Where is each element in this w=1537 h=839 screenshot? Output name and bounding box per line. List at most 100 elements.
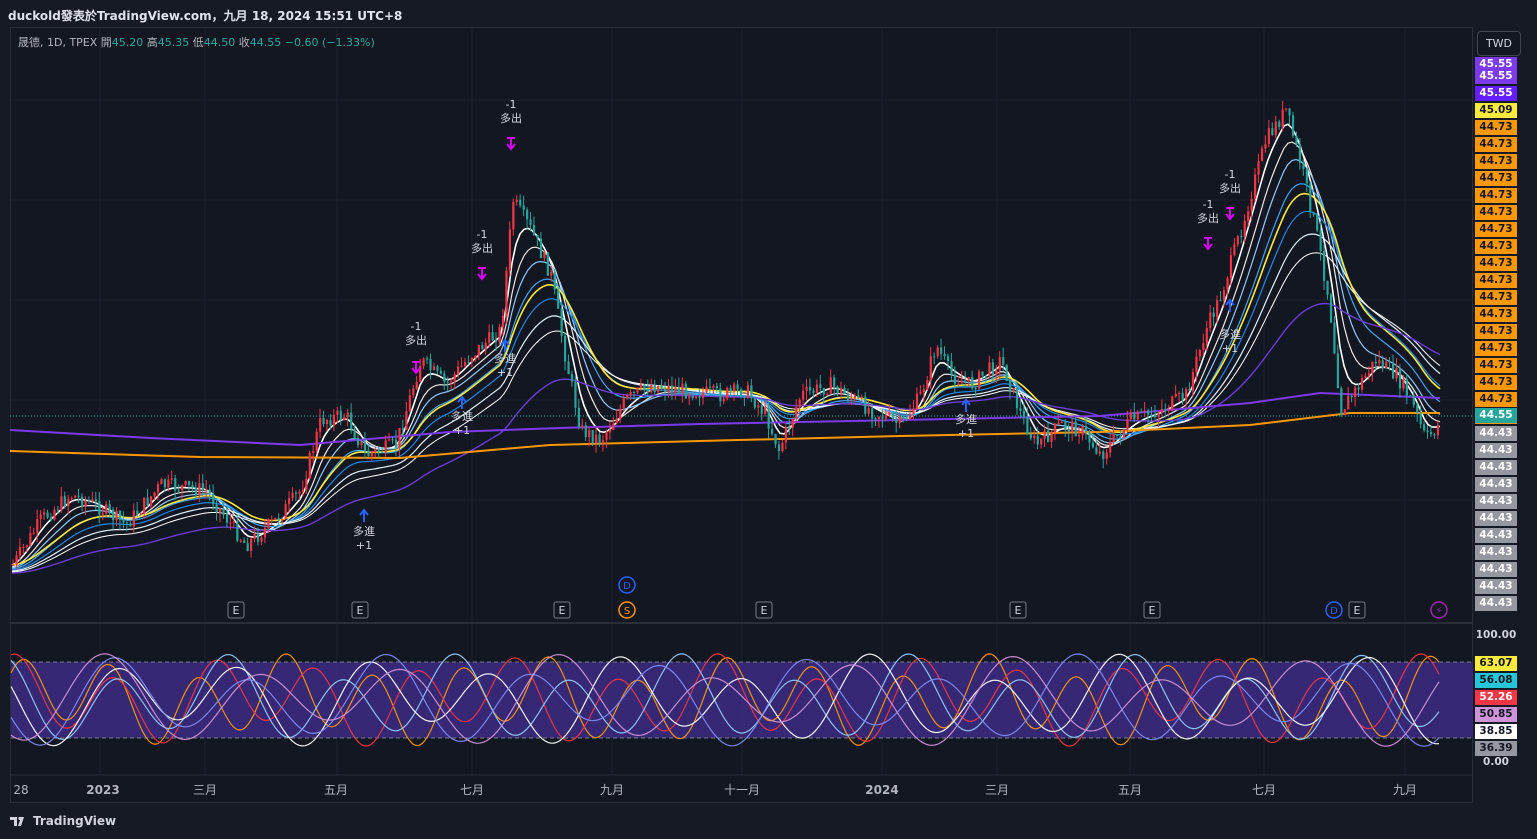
candle-body	[953, 374, 957, 384]
buy-signal-num: +1	[356, 539, 372, 552]
sell-signal-num: -1	[506, 98, 517, 111]
sell-signal-text: 多出	[500, 111, 522, 125]
candle-body	[608, 429, 612, 433]
candle-body	[798, 399, 801, 408]
candle-body	[612, 423, 615, 430]
candle-body	[419, 365, 422, 382]
osc-label-value: 50.85	[1475, 707, 1517, 722]
candle-body	[1150, 414, 1153, 416]
candle-body	[436, 366, 439, 371]
price-label-orange: 44.73	[1475, 375, 1517, 390]
earnings-marker	[351, 601, 369, 619]
candle-body	[270, 519, 273, 521]
x-tick-label: 五月	[324, 783, 348, 797]
candle-body	[681, 383, 684, 393]
candle-body	[222, 508, 225, 515]
candle-body	[394, 439, 398, 448]
candle-body	[1381, 360, 1384, 369]
candle-body	[1392, 362, 1395, 379]
candle-body	[557, 289, 560, 309]
candle-body	[1105, 452, 1108, 459]
price-label-gray: 44.43	[1475, 545, 1517, 560]
candle-body	[36, 518, 39, 533]
osc-label-value: 63.07	[1475, 656, 1517, 671]
candle-body	[1360, 377, 1364, 390]
high-label: 高	[146, 36, 158, 49]
candle-body	[46, 512, 49, 518]
candle-body	[1219, 300, 1222, 302]
earnings-label: E	[761, 604, 768, 617]
ma-line-8	[11, 302, 1441, 574]
candle-body	[929, 356, 932, 381]
candle-body	[753, 397, 756, 408]
candle-body	[215, 504, 218, 513]
candle-body	[1281, 109, 1284, 127]
candle-body	[1371, 361, 1374, 374]
candle-body	[1395, 368, 1398, 379]
candle-body	[463, 362, 467, 366]
candle-body	[788, 427, 791, 429]
candle-body	[422, 358, 425, 366]
candle-body	[81, 496, 84, 507]
candle-body	[160, 479, 163, 485]
candle-body	[508, 229, 511, 271]
candle-body	[1195, 356, 1198, 373]
candle-body	[377, 448, 380, 452]
candle-body	[750, 385, 753, 398]
candle-body	[729, 387, 732, 392]
candle-body	[1116, 434, 1119, 437]
tradingview-logo[interactable]: TradingView	[10, 814, 116, 828]
flash-marker-label: ⚡	[1435, 606, 1442, 617]
candle-body	[1354, 387, 1357, 398]
candle-body	[412, 388, 415, 396]
candle-body	[18, 547, 22, 556]
candle-body	[308, 452, 311, 479]
candle-body	[429, 358, 432, 370]
candle-body	[1302, 163, 1305, 169]
candle-body	[677, 387, 681, 393]
candle-body	[60, 496, 63, 511]
candle-body	[636, 387, 639, 393]
candle-body	[1240, 236, 1243, 238]
candle-body	[539, 238, 543, 259]
candles	[12, 100, 1440, 570]
x-axis: 28 2023 三月 五月 七月 九月 十一月 2024 三月 五月 七月 九月	[13, 783, 1417, 797]
purple-long-ma	[9, 391, 1441, 447]
candle-body	[843, 387, 846, 394]
candle-body	[802, 390, 805, 400]
candle-body	[670, 385, 674, 393]
candle-body	[1267, 128, 1270, 145]
currency-button[interactable]: TWD	[1477, 31, 1521, 56]
candle-body	[460, 365, 463, 367]
candle-body	[363, 441, 367, 451]
candle-body	[664, 388, 667, 392]
candle-body	[139, 513, 142, 515]
candle-body	[1147, 410, 1150, 415]
ma-line-3	[11, 183, 1441, 570]
price-label-orange: 44.73	[1475, 154, 1517, 169]
candle-body	[795, 407, 798, 419]
candle-body	[991, 362, 994, 375]
candle-body	[1319, 230, 1322, 251]
candle-body	[784, 427, 787, 443]
candle-body	[1326, 280, 1329, 295]
candle-body	[698, 396, 701, 398]
candle-body	[526, 209, 529, 220]
candle-body	[857, 395, 860, 399]
candle-body	[902, 416, 905, 418]
candle-body	[564, 335, 567, 362]
price-label-yellow: 45.09	[1475, 103, 1517, 118]
candle-body	[605, 432, 608, 441]
candle-body	[70, 497, 73, 499]
price-label-orange: 44.73	[1475, 137, 1517, 152]
candle-body	[49, 517, 53, 520]
x-tick-label: 28	[13, 783, 28, 797]
close-value: 44.55	[249, 36, 282, 49]
candle-body	[1202, 343, 1205, 350]
candle-body	[950, 361, 953, 375]
low-label: 低	[192, 36, 204, 49]
orange-long-ma	[9, 412, 1440, 460]
candle-body	[184, 481, 187, 486]
candle-body	[684, 383, 687, 399]
